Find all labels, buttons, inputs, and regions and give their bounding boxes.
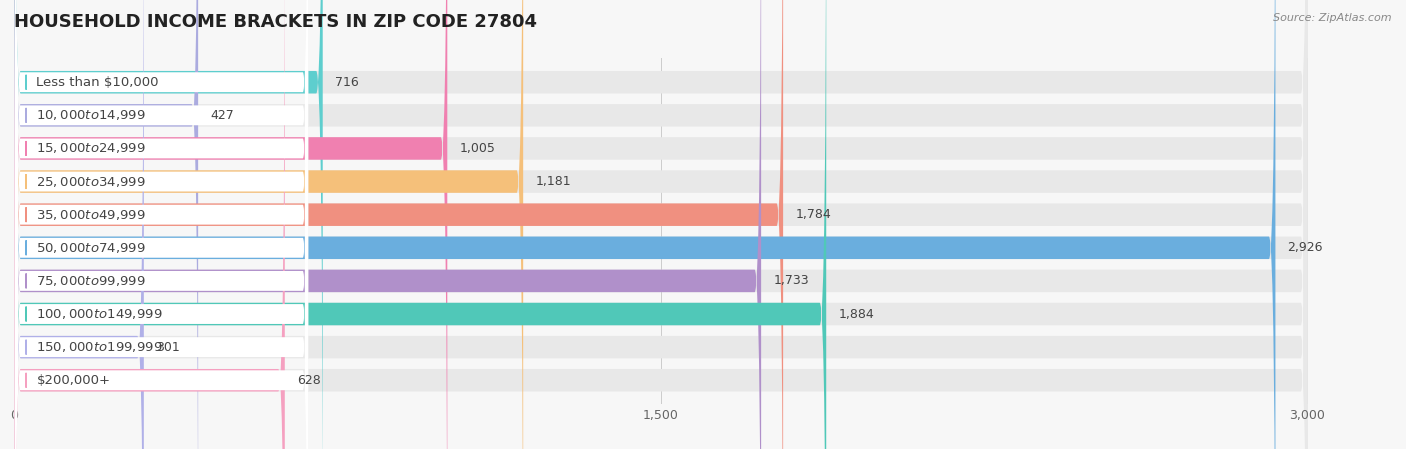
FancyBboxPatch shape (14, 0, 1308, 449)
FancyBboxPatch shape (14, 0, 523, 449)
FancyBboxPatch shape (14, 0, 1308, 449)
FancyBboxPatch shape (14, 0, 1308, 449)
Text: $35,000 to $49,999: $35,000 to $49,999 (37, 208, 146, 222)
FancyBboxPatch shape (15, 0, 308, 449)
FancyBboxPatch shape (14, 0, 198, 449)
Text: 716: 716 (335, 76, 359, 89)
Text: $200,000+: $200,000+ (37, 374, 111, 387)
FancyBboxPatch shape (14, 0, 1308, 449)
FancyBboxPatch shape (14, 0, 761, 449)
Text: 427: 427 (211, 109, 233, 122)
FancyBboxPatch shape (14, 0, 1308, 449)
Text: 1,005: 1,005 (460, 142, 495, 155)
FancyBboxPatch shape (14, 0, 827, 449)
Text: HOUSEHOLD INCOME BRACKETS IN ZIP CODE 27804: HOUSEHOLD INCOME BRACKETS IN ZIP CODE 27… (14, 13, 537, 31)
Text: 1,733: 1,733 (773, 274, 808, 287)
Text: 1,181: 1,181 (536, 175, 571, 188)
FancyBboxPatch shape (14, 0, 1308, 449)
FancyBboxPatch shape (15, 0, 308, 449)
Text: Source: ZipAtlas.com: Source: ZipAtlas.com (1274, 13, 1392, 23)
FancyBboxPatch shape (14, 0, 1308, 449)
Text: 2,926: 2,926 (1288, 241, 1323, 254)
Text: $25,000 to $34,999: $25,000 to $34,999 (37, 175, 146, 189)
Text: $15,000 to $24,999: $15,000 to $24,999 (37, 141, 146, 155)
FancyBboxPatch shape (14, 0, 285, 449)
Text: 1,784: 1,784 (796, 208, 831, 221)
FancyBboxPatch shape (15, 0, 308, 449)
Text: 301: 301 (156, 341, 180, 354)
FancyBboxPatch shape (15, 0, 308, 449)
FancyBboxPatch shape (14, 0, 1308, 449)
Text: $150,000 to $199,999: $150,000 to $199,999 (37, 340, 163, 354)
Text: $50,000 to $74,999: $50,000 to $74,999 (37, 241, 146, 255)
FancyBboxPatch shape (15, 0, 308, 449)
Text: 1,884: 1,884 (838, 308, 875, 321)
FancyBboxPatch shape (14, 0, 323, 449)
FancyBboxPatch shape (15, 0, 308, 449)
Text: $75,000 to $99,999: $75,000 to $99,999 (37, 274, 146, 288)
FancyBboxPatch shape (14, 0, 1308, 449)
FancyBboxPatch shape (14, 0, 143, 449)
Text: $100,000 to $149,999: $100,000 to $149,999 (37, 307, 163, 321)
FancyBboxPatch shape (14, 0, 783, 449)
Text: Less than $10,000: Less than $10,000 (37, 76, 159, 89)
FancyBboxPatch shape (15, 0, 308, 449)
FancyBboxPatch shape (15, 0, 308, 449)
FancyBboxPatch shape (14, 0, 447, 449)
FancyBboxPatch shape (15, 0, 308, 449)
Text: $10,000 to $14,999: $10,000 to $14,999 (37, 108, 146, 122)
Text: 628: 628 (297, 374, 321, 387)
FancyBboxPatch shape (15, 0, 308, 449)
FancyBboxPatch shape (14, 0, 1308, 449)
FancyBboxPatch shape (14, 0, 1275, 449)
